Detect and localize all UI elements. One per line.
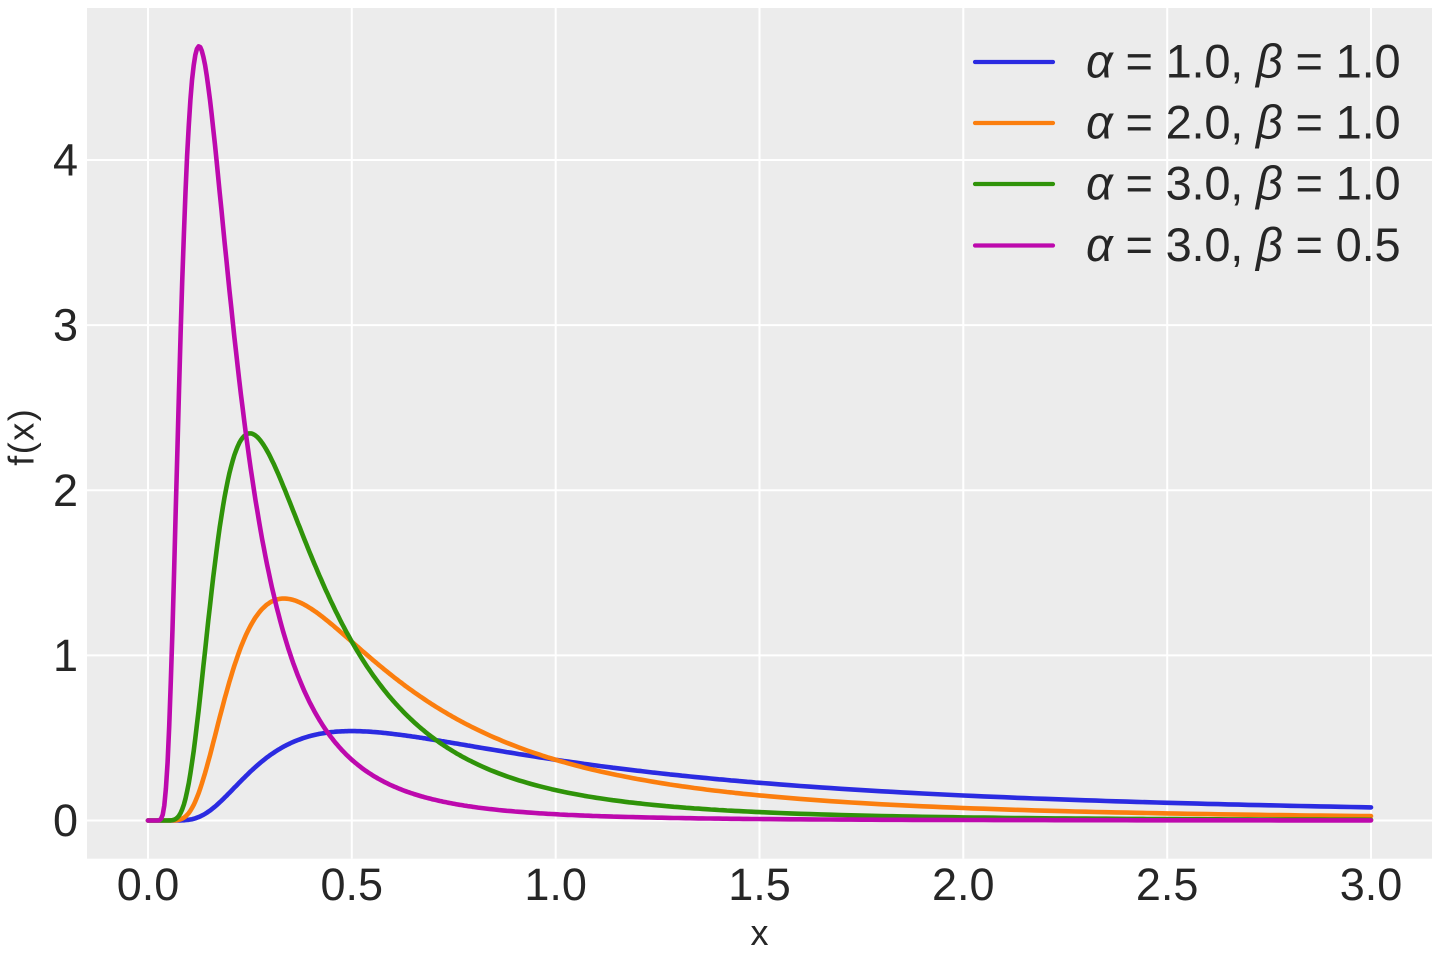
svg-text:α = 1.0, β = 1.0: α = 1.0, β = 1.0 — [1086, 35, 1400, 88]
svg-text:0.5: 0.5 — [321, 859, 384, 910]
svg-text:f(x): f(x) — [1, 408, 42, 466]
svg-text:2.0: 2.0 — [932, 859, 995, 910]
svg-text:0: 0 — [53, 795, 78, 846]
svg-text:1.5: 1.5 — [728, 859, 791, 910]
svg-text:2: 2 — [53, 465, 78, 516]
svg-text:x: x — [751, 912, 769, 953]
svg-text:3.0: 3.0 — [1340, 859, 1403, 910]
svg-text:4: 4 — [53, 135, 78, 186]
svg-text:α = 2.0, β = 1.0: α = 2.0, β = 1.0 — [1086, 96, 1400, 149]
svg-text:3: 3 — [53, 300, 78, 351]
svg-text:0.0: 0.0 — [117, 859, 180, 910]
svg-text:1: 1 — [53, 630, 78, 681]
svg-text:α = 3.0, β = 0.5: α = 3.0, β = 0.5 — [1086, 218, 1400, 271]
svg-text:2.5: 2.5 — [1136, 859, 1199, 910]
svg-text:α = 3.0, β = 1.0: α = 3.0, β = 1.0 — [1086, 157, 1400, 210]
svg-text:1.0: 1.0 — [524, 859, 587, 910]
